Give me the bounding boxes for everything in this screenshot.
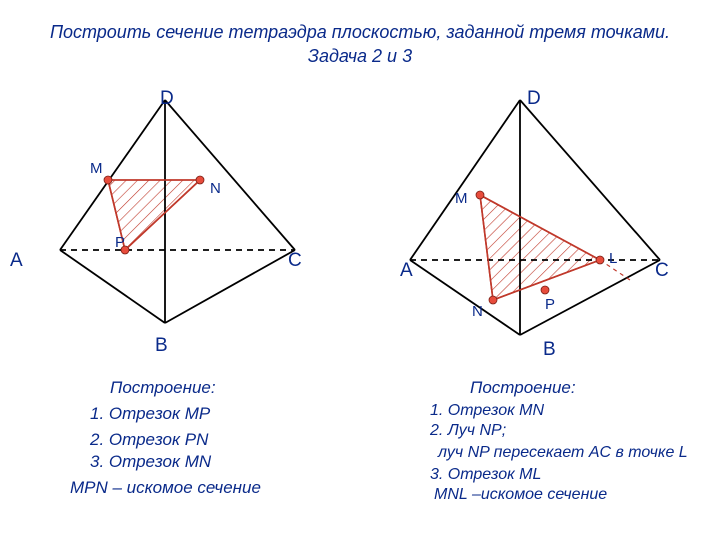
right-label-M: M xyxy=(455,190,468,207)
title-line-2: Задача 2 и 3 xyxy=(0,46,720,67)
right-step-5: MNL –искомое сечение xyxy=(434,486,607,504)
right-figure xyxy=(380,85,700,360)
right-label-A: A xyxy=(400,260,413,282)
left-label-P: P xyxy=(115,234,125,251)
right-construction-heading: Построение: xyxy=(470,378,576,398)
right-label-D: D xyxy=(527,88,541,110)
right-step-1: 1. Отрезок MN xyxy=(430,402,544,420)
right-label-B: B xyxy=(543,339,556,361)
left-figure xyxy=(40,85,340,345)
left-step-2: 2. Отрезок PN xyxy=(90,430,208,450)
left-step-4: MPN – искомое сечение xyxy=(70,478,261,498)
left-construction-heading: Построение: xyxy=(110,378,216,398)
left-label-C: C xyxy=(288,250,302,272)
right-step-3: луч NP пересекает AC в точке L xyxy=(438,444,688,462)
right-step-4: 3. Отрезок ML xyxy=(430,466,541,484)
left-label-M: M xyxy=(90,160,103,177)
right-label-N: N xyxy=(472,303,483,320)
left-label-B: B xyxy=(155,335,168,357)
left-step-1: 1. Отрезок MP xyxy=(90,404,210,424)
right-label-P: P xyxy=(545,296,555,313)
right-label-C: C xyxy=(655,260,669,282)
title-line-1: Построить сечение тетраэдра плоскостью, … xyxy=(0,22,720,43)
left-label-N: N xyxy=(210,180,221,197)
left-label-A: A xyxy=(10,250,23,272)
left-label-D: D xyxy=(160,88,174,110)
left-step-3: 3. Отрезок MN xyxy=(90,452,211,472)
right-label-L: L xyxy=(609,250,617,267)
right-step-2: 2. Луч NP; xyxy=(430,422,506,440)
